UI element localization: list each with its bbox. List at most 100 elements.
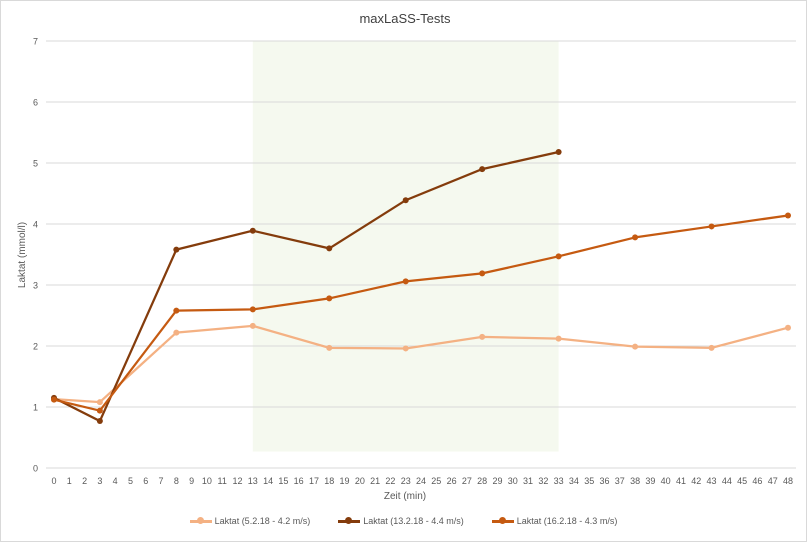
- y-tick-label: 2: [33, 342, 38, 352]
- x-tick-label: 1: [67, 476, 72, 486]
- data-point: [555, 149, 562, 156]
- y-tick-label: 0: [33, 464, 38, 474]
- x-tick-label: 21: [370, 476, 380, 486]
- data-point: [708, 223, 715, 230]
- x-tick-label: 48: [783, 476, 793, 486]
- x-tick-label: 0: [51, 476, 56, 486]
- line-chart: maxLaSS-Tests Zeit (min) Laktat (mmol/l)…: [17, 11, 796, 502]
- data-point: [326, 344, 333, 351]
- legend-item: Laktat (5.2.18 - 4.2 m/s): [189, 516, 311, 526]
- x-tick-label: 3: [97, 476, 102, 486]
- legend-swatch: [338, 517, 361, 524]
- data-point: [785, 324, 791, 331]
- x-tick-label: 26: [447, 476, 457, 486]
- chart-title: maxLaSS-Tests: [359, 11, 451, 26]
- x-tick-label: 37: [615, 476, 625, 486]
- x-tick-label: 10: [202, 476, 212, 486]
- data-point: [96, 418, 103, 425]
- y-tick-label: 7: [33, 37, 38, 47]
- data-point: [785, 212, 791, 219]
- x-tick-label: 45: [737, 476, 747, 486]
- x-tick-label: 30: [508, 476, 518, 486]
- shaded-region: [252, 41, 559, 452]
- x-tick-label: 17: [309, 476, 319, 486]
- y-tick-label: 5: [33, 159, 38, 169]
- x-tick-label: 22: [385, 476, 395, 486]
- legend-label: Laktat (16.2.18 - 4.3 m/s): [516, 516, 618, 526]
- y-axis-label: Laktat (mmol/l): [17, 222, 28, 288]
- y-tick-label: 6: [33, 98, 38, 108]
- data-point: [326, 245, 333, 252]
- x-tick-label: 47: [768, 476, 778, 486]
- x-tick-label: 46: [752, 476, 762, 486]
- data-point: [479, 166, 486, 173]
- x-tick-label: 24: [416, 476, 426, 486]
- x-tick-label: 38: [630, 476, 640, 486]
- x-tick-label: 33: [554, 476, 564, 486]
- data-point: [173, 246, 180, 253]
- x-tick-label: 9: [189, 476, 194, 486]
- x-tick-label: 41: [676, 476, 686, 486]
- x-tick-label: 18: [324, 476, 334, 486]
- x-tick-label: 44: [722, 476, 732, 486]
- x-tick-label: 35: [584, 476, 594, 486]
- x-tick-label: 25: [431, 476, 441, 486]
- data-point: [173, 307, 180, 314]
- x-tick-label: 12: [232, 476, 242, 486]
- x-tick-label: 39: [645, 476, 655, 486]
- x-tick-label: 19: [340, 476, 350, 486]
- legend: Laktat (5.2.18 - 4.2 m/s) Laktat (13.2.18…: [1, 516, 806, 526]
- x-tick-label: 16: [294, 476, 304, 486]
- y-tick-label: 1: [33, 403, 38, 413]
- x-tick-label: 34: [569, 476, 579, 486]
- data-point: [51, 396, 57, 403]
- x-tick-label: 8: [174, 476, 179, 486]
- x-tick-label: 40: [661, 476, 671, 486]
- data-point: [555, 335, 562, 342]
- x-tick-label: 28: [477, 476, 487, 486]
- data-point: [479, 333, 486, 340]
- x-tick-label: 11: [218, 476, 227, 486]
- data-point: [402, 345, 409, 352]
- x-tick-label: 20: [355, 476, 365, 486]
- x-tick-label: 23: [401, 476, 411, 486]
- x-tick-label: 5: [128, 476, 133, 486]
- x-tick-label: 31: [523, 476, 533, 486]
- legend-item: Laktat (13.2.18 - 4.4 m/s): [338, 516, 464, 526]
- x-axis-label: Zeit (min): [384, 491, 426, 502]
- data-point: [402, 278, 409, 285]
- legend-label: Laktat (5.2.18 - 4.2 m/s): [214, 516, 311, 526]
- data-point: [326, 295, 333, 302]
- data-point: [402, 197, 409, 204]
- y-tick-label: 3: [33, 281, 38, 291]
- x-tick-label: 42: [691, 476, 701, 486]
- x-tick-label: 32: [538, 476, 548, 486]
- x-tick-label: 15: [278, 476, 288, 486]
- x-tick-label: 43: [707, 476, 717, 486]
- data-point: [632, 343, 639, 350]
- legend-item: Laktat (16.2.18 - 4.3 m/s): [491, 516, 618, 526]
- data-point: [555, 253, 562, 260]
- x-tick-label: 6: [143, 476, 148, 486]
- data-point: [96, 399, 103, 406]
- legend-swatch: [491, 517, 514, 524]
- x-tick-label: 4: [113, 476, 118, 486]
- data-point: [249, 322, 256, 329]
- x-tick-label: 36: [599, 476, 609, 486]
- data-point: [708, 344, 715, 351]
- data-point: [96, 407, 103, 414]
- x-tick-label: 29: [492, 476, 502, 486]
- y-tick-label: 4: [33, 220, 38, 230]
- data-point: [249, 227, 256, 234]
- data-point: [632, 234, 639, 241]
- x-tick-label: 2: [82, 476, 87, 486]
- data-point: [173, 329, 180, 336]
- x-tick-label: 14: [263, 476, 273, 486]
- data-point: [479, 270, 486, 277]
- x-tick-label: 27: [462, 476, 472, 486]
- legend-label: Laktat (13.2.18 - 4.4 m/s): [363, 516, 464, 526]
- legend-swatch: [189, 517, 212, 524]
- x-tick-label: 13: [248, 476, 258, 486]
- data-point: [249, 306, 256, 313]
